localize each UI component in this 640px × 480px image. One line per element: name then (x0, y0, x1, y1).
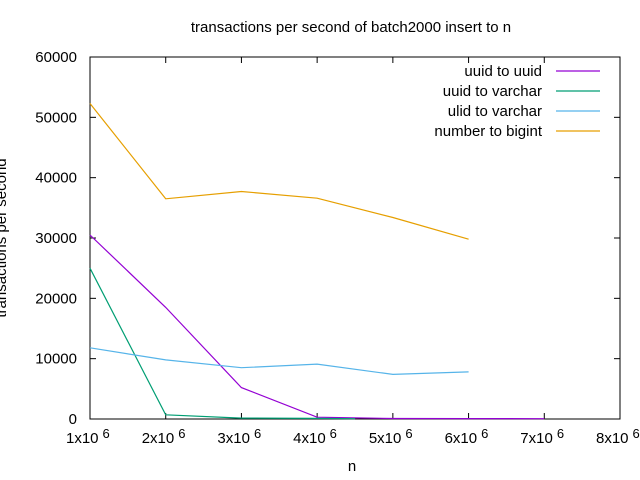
series-line-3 (89, 347, 469, 376)
y-tick-label: 50000 (35, 109, 77, 126)
chart-title: transactions per second of batch2000 ins… (191, 19, 511, 36)
legend-label: number to bigint (434, 123, 542, 140)
y-tick-label: 0 (69, 411, 77, 428)
y-tick-label: 10000 (35, 351, 77, 368)
y-tick-label: 40000 (35, 170, 77, 187)
y-axis-label: transactions per second (0, 158, 10, 317)
series-line-4 (89, 103, 469, 240)
x-tick-label: 5x10 6 (369, 426, 413, 447)
y-tick-label: 20000 (35, 290, 77, 307)
x-tick-label: 4x10 6 (293, 426, 337, 447)
series-line-2 (89, 267, 356, 420)
series-lines (89, 103, 545, 420)
x-tick-label: 6x10 6 (445, 426, 489, 447)
legend-label: uuid to varchar (443, 83, 542, 100)
y-tick-label: 30000 (35, 230, 77, 247)
legend-label: uuid to uuid (464, 63, 542, 80)
legend-label: ulid to varchar (448, 103, 542, 120)
x-axis-label: n (348, 458, 356, 475)
y-axis-ticks: 0 10000 20000 30000 40000 50000 60000 (35, 49, 620, 428)
y-tick-label: 60000 (35, 49, 77, 66)
x-tick-label: 1x10 6 (66, 426, 110, 447)
x-tick-label: 3x10 6 (217, 426, 261, 447)
series-line-1 (89, 234, 545, 420)
x-tick-label: 2x10 6 (142, 426, 186, 447)
x-tick-label: 7x10 6 (520, 426, 564, 447)
x-tick-label: 8x10 6 (596, 426, 640, 447)
legend: uuid to uuid uuid to varchar ulid to varch… (434, 63, 600, 140)
